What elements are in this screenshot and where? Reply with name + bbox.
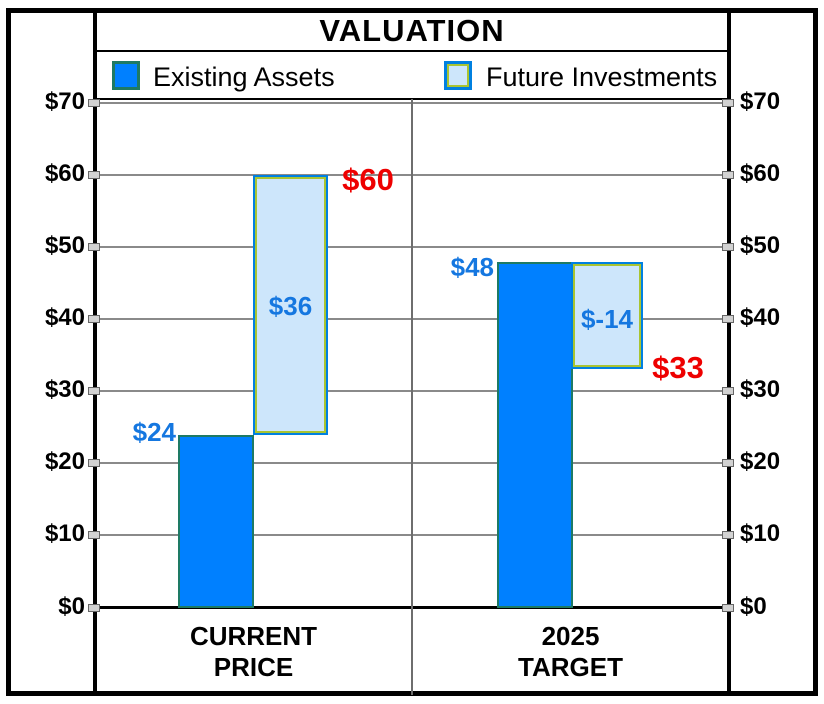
tick-handle: [88, 99, 100, 107]
tick-handle: [88, 604, 100, 612]
legend-swatch-existing-assets: [112, 61, 140, 90]
tick-handle: [722, 315, 734, 323]
tick-handle: [722, 387, 734, 395]
y-tick-label-left-0: $0: [58, 593, 85, 620]
y-tick-label-right-50: $50: [740, 232, 781, 259]
bar-2025-target-existing-assets: [497, 262, 573, 608]
y-tick-label-left-60: $60: [44, 160, 85, 187]
chart-title: VALUATION: [319, 13, 505, 48]
category-label-current-price: CURRENT PRICE: [95, 621, 412, 683]
category-line: PRICE: [213, 652, 294, 682]
y-axis-left: [93, 8, 97, 696]
tick-handle: [722, 531, 734, 539]
category-line: CURRENT: [189, 621, 318, 651]
y-tick-label-right-40: $40: [740, 304, 781, 331]
legend-swatch-future-investments: [444, 61, 472, 90]
tick-handle: [88, 315, 100, 323]
total-label-current-price: $60: [342, 162, 394, 197]
value-label-target-existing: $48: [450, 252, 494, 282]
bar-current-price-existing-assets: [178, 435, 254, 608]
category-divider-line: [411, 99, 413, 695]
value-label-current-existing: $24: [132, 417, 176, 447]
tick-handle: [88, 531, 100, 539]
bar-current-price-future-investments: [253, 175, 328, 435]
tick-handle: [722, 171, 734, 179]
y-tick-label-left-50: $50: [44, 232, 85, 259]
tick-handle: [722, 243, 734, 251]
tick-handle: [722, 604, 734, 612]
value-label-current-future: $36: [268, 291, 313, 321]
y-tick-label-left-10: $10: [44, 520, 85, 547]
category-line: 2025: [541, 621, 600, 651]
y-tick-label-right-10: $10: [740, 520, 781, 547]
y-tick-label-right-70: $70: [740, 88, 781, 115]
tick-handle: [88, 171, 100, 179]
total-label-2025-target: $33: [652, 350, 704, 385]
category-label-2025-target: 2025 TARGET: [412, 621, 729, 683]
legend-label-existing-assets: Existing Assets: [153, 62, 335, 92]
y-tick-label-right-60: $60: [740, 160, 781, 187]
bar-2025-target-future-investments: [571, 262, 643, 369]
tick-handle: [722, 99, 734, 107]
y-axis-right: [727, 8, 731, 696]
title-divider-line: [95, 50, 729, 52]
y-tick-label-right-20: $20: [740, 448, 781, 475]
y-tick-label-right-0: $0: [740, 593, 767, 620]
y-tick-label-left-70: $70: [44, 88, 85, 115]
value-label-target-future: $-14: [580, 304, 634, 334]
y-tick-label-left-40: $40: [44, 304, 85, 331]
y-tick-label-right-30: $30: [740, 376, 781, 403]
tick-handle: [88, 243, 100, 251]
legend-label-future-investments: Future Investments: [486, 62, 718, 92]
y-tick-label-left-20: $20: [44, 448, 85, 475]
tick-handle: [88, 459, 100, 467]
y-tick-label-left-30: $30: [44, 376, 85, 403]
category-line: TARGET: [518, 652, 623, 682]
tick-handle: [88, 387, 100, 395]
tick-handle: [722, 459, 734, 467]
